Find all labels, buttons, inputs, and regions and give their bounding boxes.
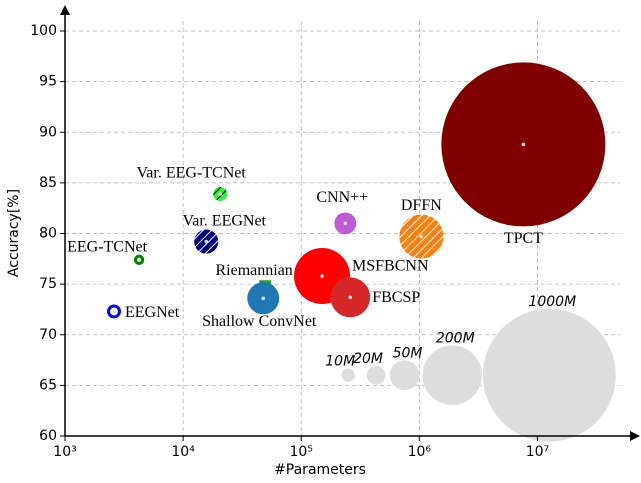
y-tick-label: 65 bbox=[39, 377, 57, 393]
bubble-label: Var. EEGNet bbox=[182, 212, 266, 229]
bubble-label: EEG-TCNet bbox=[67, 238, 148, 255]
x-tick-label: 10⁵ bbox=[290, 444, 313, 460]
y-tick-label: 100 bbox=[30, 23, 57, 39]
size-legend-label: 20M bbox=[353, 351, 383, 367]
bubble-label: Shallow ConvNet bbox=[202, 313, 317, 330]
size-legend-bubble bbox=[389, 360, 420, 391]
y-axis-arrow bbox=[60, 5, 70, 15]
bubble-label: FBCSP bbox=[372, 289, 420, 306]
bubble-label: TPCT bbox=[504, 230, 543, 247]
x-axis-label: #Parameters bbox=[274, 462, 366, 478]
size-legend-bubble bbox=[366, 365, 386, 385]
size-legend-label: 200M bbox=[436, 331, 475, 347]
y-tick-label: 70 bbox=[39, 327, 57, 343]
x-tick-label: 10⁶ bbox=[408, 444, 432, 460]
bubble-label: Riemannian bbox=[215, 262, 292, 279]
y-tick-label: 95 bbox=[39, 74, 57, 90]
x-axis-arrow bbox=[630, 431, 640, 441]
bubble-label: MSFBCNN bbox=[352, 258, 429, 275]
size-legend-label: 10M bbox=[325, 354, 355, 370]
x-tick-label: 10³ bbox=[53, 444, 76, 460]
y-tick-label: 60 bbox=[39, 428, 57, 444]
bubble-label: DFFN bbox=[401, 197, 442, 214]
size-legend-bubble bbox=[422, 345, 482, 405]
x-tick-label: 10⁴ bbox=[171, 444, 195, 460]
size-legend-bubble bbox=[341, 368, 355, 382]
y-tick-label: 85 bbox=[39, 175, 57, 191]
size-legend-label: 50M bbox=[393, 345, 423, 361]
bubble-label: CNN++ bbox=[316, 189, 368, 206]
size-legend-bubble bbox=[482, 308, 616, 442]
size-legend-label: 1000M bbox=[528, 294, 576, 310]
y-tick-label: 75 bbox=[39, 276, 57, 292]
x-tick-label: 10⁷ bbox=[526, 444, 549, 460]
bubble-label: EEGNet bbox=[125, 304, 180, 321]
bubble-label: Var. EEG-TCNet bbox=[137, 165, 247, 182]
y-tick-label: 80 bbox=[39, 226, 57, 242]
y-axis-label: Accuracy[%] bbox=[6, 189, 22, 277]
y-tick-label: 90 bbox=[39, 124, 57, 140]
